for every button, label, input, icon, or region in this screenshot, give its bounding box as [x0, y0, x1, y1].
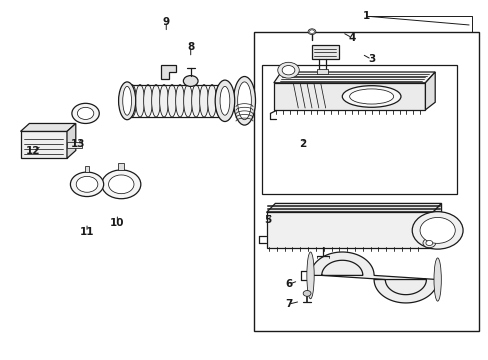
- Text: 2: 2: [299, 139, 306, 149]
- Ellipse shape: [237, 82, 251, 120]
- Text: 7: 7: [284, 299, 292, 309]
- Ellipse shape: [349, 89, 393, 104]
- Text: 1: 1: [363, 11, 369, 21]
- Text: 13: 13: [71, 139, 85, 149]
- Text: 9: 9: [163, 17, 169, 27]
- Polygon shape: [310, 252, 437, 303]
- Polygon shape: [20, 131, 67, 158]
- Circle shape: [76, 176, 98, 192]
- Ellipse shape: [215, 80, 234, 122]
- Circle shape: [307, 29, 315, 35]
- Polygon shape: [161, 65, 176, 79]
- Text: 6: 6: [285, 279, 291, 289]
- Ellipse shape: [127, 85, 136, 117]
- Ellipse shape: [199, 85, 208, 117]
- Polygon shape: [311, 45, 338, 59]
- Ellipse shape: [151, 85, 160, 117]
- Polygon shape: [266, 212, 432, 248]
- Ellipse shape: [433, 258, 440, 301]
- Polygon shape: [316, 69, 327, 74]
- Ellipse shape: [143, 85, 152, 117]
- Circle shape: [70, 172, 103, 197]
- Bar: [118, 163, 124, 170]
- Polygon shape: [432, 203, 441, 248]
- Circle shape: [411, 212, 462, 249]
- Ellipse shape: [159, 85, 168, 117]
- Circle shape: [422, 238, 435, 248]
- Circle shape: [303, 291, 310, 296]
- Ellipse shape: [207, 85, 216, 117]
- Polygon shape: [273, 72, 434, 83]
- Ellipse shape: [191, 85, 200, 117]
- Ellipse shape: [118, 82, 136, 120]
- Ellipse shape: [215, 85, 224, 117]
- Bar: [254, 32, 478, 331]
- Ellipse shape: [167, 85, 176, 117]
- Text: 12: 12: [26, 146, 41, 156]
- Bar: [84, 166, 89, 172]
- Ellipse shape: [342, 86, 400, 107]
- Circle shape: [77, 107, 94, 120]
- Circle shape: [72, 103, 99, 123]
- Polygon shape: [20, 123, 76, 131]
- Ellipse shape: [306, 252, 314, 299]
- Text: 11: 11: [80, 227, 94, 237]
- Text: 4: 4: [347, 33, 355, 43]
- Ellipse shape: [135, 85, 144, 117]
- Text: 3: 3: [367, 54, 374, 64]
- Circle shape: [425, 240, 432, 246]
- Polygon shape: [266, 203, 441, 212]
- Text: 5: 5: [264, 215, 271, 225]
- Polygon shape: [67, 141, 81, 148]
- Circle shape: [309, 30, 314, 33]
- Ellipse shape: [122, 86, 131, 115]
- Circle shape: [419, 217, 454, 243]
- Ellipse shape: [220, 86, 229, 115]
- Bar: [261, 65, 456, 194]
- Text: 10: 10: [110, 218, 124, 228]
- Ellipse shape: [175, 85, 184, 117]
- Ellipse shape: [233, 77, 255, 125]
- Polygon shape: [273, 83, 425, 110]
- Circle shape: [282, 66, 294, 75]
- Polygon shape: [425, 72, 434, 110]
- Circle shape: [108, 175, 134, 194]
- Circle shape: [183, 76, 198, 86]
- Polygon shape: [67, 123, 76, 158]
- Text: 8: 8: [187, 42, 194, 52]
- Circle shape: [277, 62, 299, 78]
- Ellipse shape: [183, 85, 192, 117]
- Circle shape: [102, 170, 141, 199]
